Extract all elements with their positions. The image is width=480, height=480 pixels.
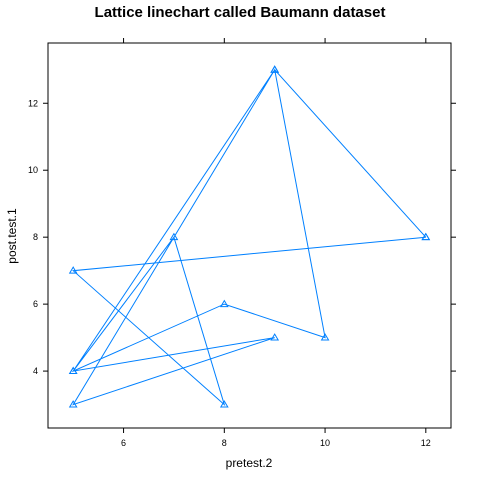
y-tick-label: 6	[33, 299, 38, 309]
y-tick-label: 10	[28, 165, 38, 175]
data-point-marker	[219, 299, 229, 308]
x-tick-label: 6	[121, 438, 126, 448]
data-point-marker	[68, 366, 78, 375]
x-tick-label: 8	[222, 438, 227, 448]
data-point-marker	[68, 400, 78, 408]
data-point-marker	[270, 333, 280, 341]
y-tick-label: 12	[28, 98, 38, 108]
plot-frame	[47, 42, 452, 429]
data-point-marker	[169, 232, 179, 241]
x-tick-label: 10	[320, 438, 330, 448]
data-point-marker	[68, 266, 78, 274]
data-point-marker	[270, 65, 280, 73]
y-axis-label: post.test.1	[5, 208, 19, 264]
y-tick-label: 8	[33, 232, 38, 242]
chart-title: Lattice linechart called Baumann dataset	[95, 4, 386, 21]
x-axis-label: pretest.2	[226, 456, 273, 470]
series-group	[68, 65, 431, 408]
axis-tick-labels: 6 8 10 12 4 6 8 10 12	[28, 98, 431, 448]
data-point-marker	[320, 333, 330, 341]
x-tick-label: 12	[421, 438, 431, 448]
y-tick-label: 4	[33, 366, 38, 376]
data-point-marker	[421, 232, 431, 241]
series-line	[71, 68, 427, 407]
axis-ticks	[43, 38, 456, 433]
data-point-marker	[219, 400, 229, 408]
